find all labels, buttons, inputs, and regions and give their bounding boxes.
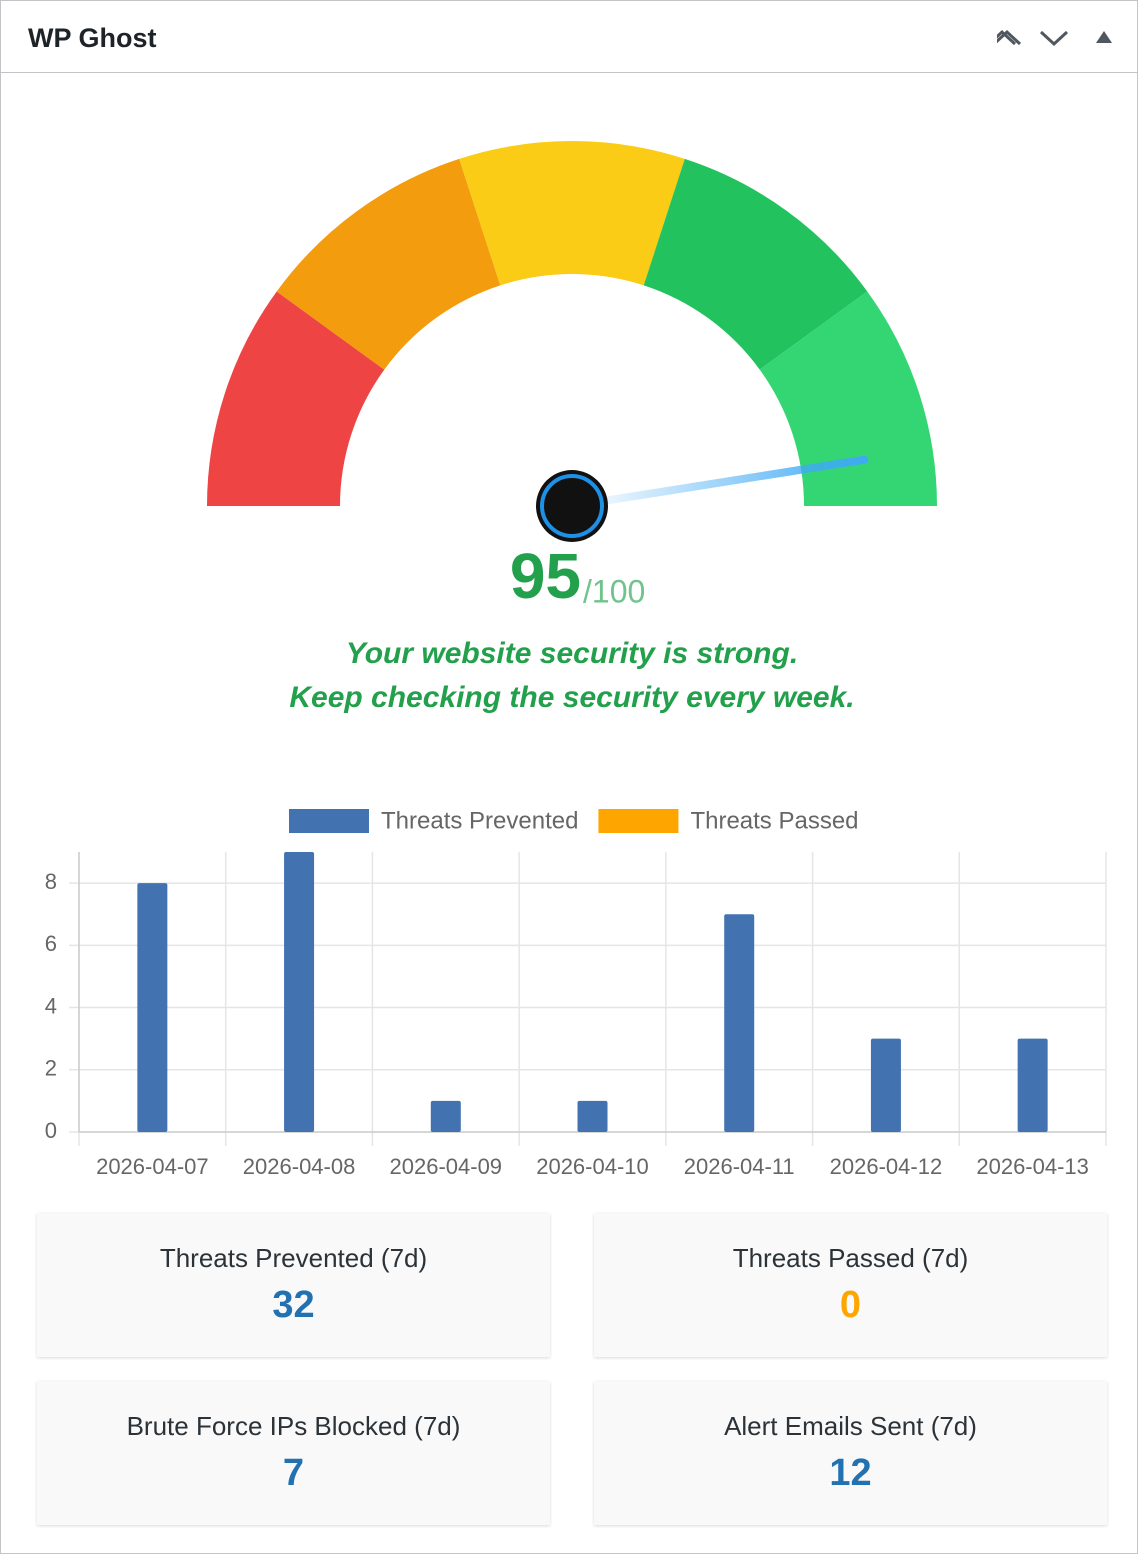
x-tick-label: 2026-04-07: [96, 1154, 209, 1179]
bar: [724, 914, 755, 1132]
legend-swatch: [598, 809, 679, 833]
gauge-band: [643, 158, 868, 370]
x-tick-label: 2026-04-11: [684, 1154, 795, 1179]
stat-value: 0: [839, 1284, 862, 1326]
x-tick-label: 2026-04-12: [830, 1154, 943, 1179]
legend-label: Threats Prevented: [381, 807, 578, 834]
stat-card: Threats Prevented (7d) 32: [37, 1213, 550, 1357]
stat-label: Alert Emails Sent (7d): [724, 1411, 977, 1441]
stat-card: Threats Passed (7d) 0: [594, 1213, 1107, 1357]
stat-label: Brute Force IPs Blocked (7d): [126, 1411, 461, 1441]
gauge-band: [459, 140, 685, 286]
bar: [284, 852, 315, 1132]
y-tick-label: 8: [45, 869, 57, 894]
stat-label: Threats Passed (7d): [732, 1243, 969, 1273]
x-tick-label: 2026-04-08: [243, 1154, 356, 1179]
y-tick-label: 2: [45, 1056, 57, 1081]
gauge-band: [759, 291, 937, 506]
bar: [870, 1038, 901, 1132]
bar: [430, 1100, 461, 1132]
widget-title: WP Ghost: [28, 23, 157, 53]
gauge-hub-ring: [540, 474, 604, 538]
stat-card: Brute Force IPs Blocked (7d) 7: [37, 1381, 550, 1525]
x-tick-label: 2026-04-10: [536, 1154, 649, 1179]
stat-value: 32: [272, 1284, 315, 1326]
score: 95: [510, 540, 581, 612]
x-tick-label: 2026-04-09: [390, 1154, 503, 1179]
header-controls[interactable]: [997, 1, 1137, 72]
stat-value: 12: [829, 1452, 872, 1494]
legend-label: Threats Passed: [690, 807, 858, 834]
bar: [577, 1100, 608, 1132]
security-message: Keep checking the security every week.: [289, 681, 854, 714]
widget-header: WP Ghost: [1, 1, 1137, 73]
score-max: /100: [583, 573, 645, 609]
x-tick-label: 2026-04-13: [976, 1154, 1089, 1179]
y-tick-label: 6: [45, 931, 57, 956]
bar: [137, 883, 168, 1132]
stat-label: Threats Prevented (7d): [159, 1243, 428, 1273]
security-message: Your website security is strong.: [346, 637, 798, 670]
legend-swatch: [289, 809, 369, 833]
dashboard-graphics: 95/100 Your website security is strong. Ke…: [45, 140, 1107, 1179]
y-tick-label: 0: [45, 1118, 57, 1143]
stat-card: Alert Emails Sent (7d) 12: [594, 1381, 1107, 1525]
gauge-needle: [571, 455, 869, 510]
bar: [1017, 1038, 1048, 1132]
gauge-band: [276, 158, 501, 370]
gauge-band: [207, 291, 385, 506]
y-tick-label: 4: [45, 993, 57, 1018]
gauge-hub: [536, 470, 608, 542]
stat-value: 7: [282, 1452, 305, 1494]
